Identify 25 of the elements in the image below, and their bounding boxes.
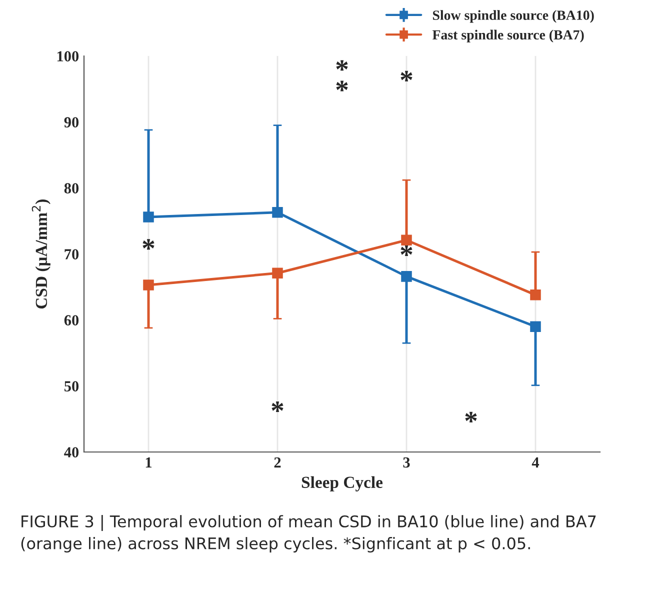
y-tick-label: 70 — [64, 249, 79, 260]
y-tick-label: 60 — [64, 315, 79, 326]
x-axis-title: Sleep Cycle — [302, 476, 383, 492]
x-tick-label: 4 — [532, 457, 540, 468]
annotation: * — [336, 80, 348, 92]
point — [530, 321, 541, 332]
caption: FIGURE 3 | Temporal evolution of mean CSD in BA10 (blue line) and BA7 (orange line) across NREM sleep cycles. *Signficant at p < 0.05. — [21, 515, 596, 552]
y-tick-label: 80 — [64, 183, 79, 194]
legend-label: Fast spindle source (BA7) — [432, 30, 584, 42]
y-tick-label: 40 — [64, 447, 79, 458]
annotation: * — [336, 60, 348, 71]
x-tick-label: 1 — [146, 457, 152, 468]
x-tick-label: 2 — [274, 457, 281, 468]
legend-label: Slow spindle source (BA10) — [432, 10, 594, 23]
annotation: * — [400, 246, 412, 256]
annotation: * — [400, 70, 412, 82]
y-axis-title: CSD (μA/mm$^{2}$) — [32, 200, 50, 309]
y-tick-label: 50 — [64, 381, 79, 392]
y-tick-label: 100 — [57, 51, 79, 62]
annotation: * — [465, 412, 477, 422]
annotation: * — [142, 239, 154, 250]
point — [530, 290, 541, 300]
y-tick-label: 90 — [64, 117, 79, 128]
x-tick-label: 3 — [403, 457, 410, 468]
annotation: * — [272, 402, 284, 412]
